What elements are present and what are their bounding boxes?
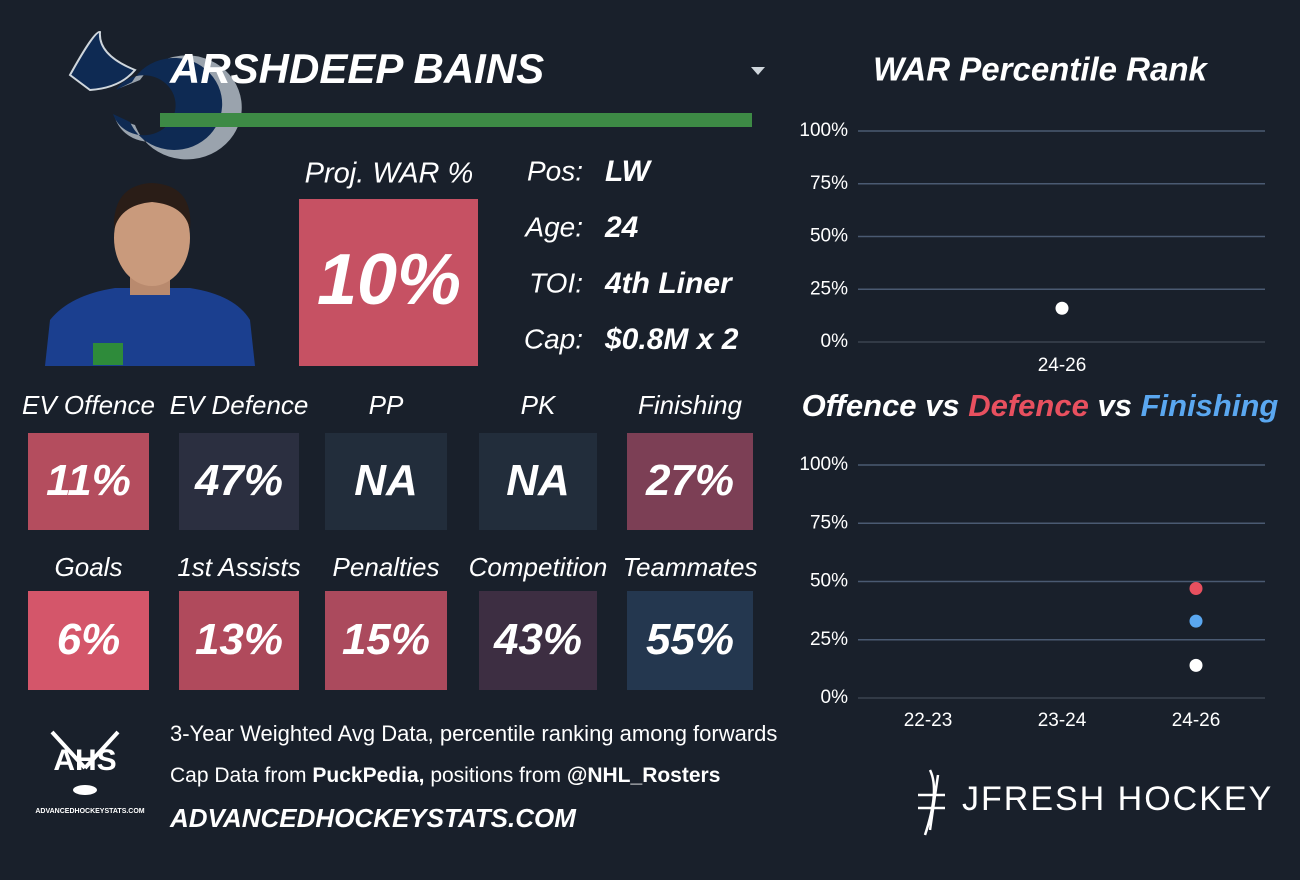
tile-label: Competition bbox=[469, 552, 608, 582]
tile-value: 11% bbox=[46, 456, 131, 505]
tile-value: NA bbox=[506, 456, 570, 505]
player-photo bbox=[45, 183, 255, 366]
y-tick-label: 50% bbox=[810, 571, 848, 592]
tile-label: 1st Assists bbox=[177, 552, 300, 582]
ahs-site: ADVANCEDHOCKEYSTATS.COM bbox=[35, 808, 144, 815]
chart-title: Offence vs Defence vs Finishing bbox=[802, 388, 1279, 423]
y-tick-label: 0% bbox=[821, 331, 849, 352]
cap-prefix: Cap Data from bbox=[170, 764, 307, 787]
y-tick-label: 75% bbox=[810, 173, 848, 194]
info-label: Cap: bbox=[524, 323, 583, 354]
tile-label: Finishing bbox=[638, 390, 743, 420]
brand-name: JFRESH HOCKEY bbox=[962, 780, 1273, 818]
info-label: Age: bbox=[523, 211, 583, 242]
tile-label: EV Offence bbox=[22, 390, 155, 420]
tile-box bbox=[627, 433, 753, 530]
y-tick-label: 25% bbox=[810, 629, 848, 650]
tile-label: PP bbox=[369, 390, 404, 420]
proj-value: 10% bbox=[317, 240, 461, 320]
tile-box bbox=[179, 433, 299, 530]
x-tick-label: 22-23 bbox=[904, 710, 953, 731]
proj-label: Proj. WAR % bbox=[305, 158, 474, 190]
tile-value: 43% bbox=[493, 615, 582, 664]
tile-box bbox=[28, 591, 149, 690]
y-tick-label: 100% bbox=[799, 120, 848, 141]
tile-label: Teammates bbox=[623, 552, 758, 582]
y-tick-label: 0% bbox=[821, 687, 849, 708]
data-point bbox=[1189, 581, 1203, 595]
legend-entry: Offence bbox=[802, 388, 917, 423]
tile-value: 6% bbox=[57, 615, 121, 664]
tile-box bbox=[179, 591, 299, 690]
info-value: 4th Liner bbox=[604, 267, 734, 300]
pos-source: @NHL_Rosters bbox=[567, 764, 721, 787]
tile-value: 15% bbox=[342, 615, 430, 664]
info-value: 24 bbox=[604, 211, 639, 244]
pos-prefix: positions from bbox=[430, 764, 561, 787]
player-name: ARSHDEEP BAINS bbox=[169, 45, 544, 92]
website: ADVANCEDHOCKEYSTATS.COM bbox=[169, 803, 577, 833]
dropdown-toggle[interactable] bbox=[751, 67, 765, 75]
info-label: Pos: bbox=[527, 155, 583, 186]
y-tick-label: 50% bbox=[810, 226, 848, 247]
info-label: TOI: bbox=[529, 267, 583, 298]
title-connector: vs bbox=[925, 388, 959, 423]
legend-entry: Defence bbox=[968, 388, 1089, 423]
tile-label: Goals bbox=[55, 552, 123, 582]
data-point bbox=[1055, 301, 1069, 315]
x-tick-label: 24-26 bbox=[1172, 710, 1221, 731]
tile-label: PK bbox=[521, 390, 557, 420]
y-tick-label: 100% bbox=[799, 454, 848, 475]
brand-icon bbox=[918, 769, 945, 836]
x-tick-label: 24-26 bbox=[1038, 355, 1087, 376]
y-tick-label: 75% bbox=[810, 512, 848, 533]
tile-box bbox=[479, 591, 597, 690]
x-tick-label: 23-24 bbox=[1038, 710, 1087, 731]
tile-box bbox=[28, 433, 149, 530]
tile-value: NA bbox=[354, 456, 418, 505]
legend-entry: Finishing bbox=[1141, 388, 1279, 423]
tile-box bbox=[627, 591, 753, 690]
tile-value: 55% bbox=[646, 615, 734, 664]
tiles: EV Offence 11% EV Defence 47% PP NA PK NA Finish… bbox=[22, 390, 757, 690]
title-connector: vs bbox=[1097, 388, 1131, 423]
data-point bbox=[1189, 658, 1203, 672]
info-list: Pos: LW Age: 24 TOI: 4th Liner Cap: $0.8M x 2 bbox=[523, 155, 738, 356]
data-point bbox=[1189, 614, 1203, 628]
info-value: $0.8M x 2 bbox=[604, 323, 739, 356]
ahs-text: AHS bbox=[53, 744, 116, 777]
ahs-logo: AHS ADVANCEDHOCKEYSTATS.COM bbox=[35, 730, 145, 815]
proj-box bbox=[299, 199, 478, 366]
tile-box bbox=[325, 591, 447, 690]
tile-value: 47% bbox=[194, 456, 283, 505]
tile-label: Penalties bbox=[333, 552, 440, 582]
y-tick-label: 25% bbox=[810, 278, 848, 299]
tile-box bbox=[479, 433, 597, 530]
tile-value: 13% bbox=[195, 615, 283, 664]
tile-label: EV Defence bbox=[170, 390, 309, 420]
charts: WAR Percentile Rank 0% 25% 50% 75% 100% 24-26 O… bbox=[799, 51, 1278, 731]
team-bar bbox=[160, 113, 752, 127]
tile-box bbox=[325, 433, 447, 530]
cap-source: PuckPedia, bbox=[312, 764, 424, 787]
footer-note: 3-Year Weighted Avg Data, percentile ran… bbox=[170, 721, 777, 746]
footer-sources: Cap Data from PuckPedia, positions from … bbox=[170, 764, 720, 787]
chart-title: WAR Percentile Rank bbox=[873, 51, 1208, 88]
info-value: LW bbox=[605, 155, 653, 188]
tile-value: 27% bbox=[645, 456, 734, 505]
